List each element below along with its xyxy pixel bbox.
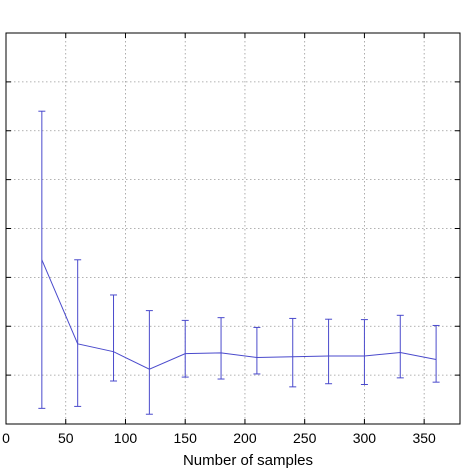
x-axis-label: Number of samples: [183, 452, 313, 469]
x-tick-label: 300: [353, 430, 377, 446]
x-tick-label: 100: [114, 430, 138, 446]
x-tick-labels: 0 50 100 150 200 250 300 350: [2, 430, 436, 446]
grid-lines: [6, 33, 460, 424]
x-tick-label: 250: [293, 430, 317, 446]
x-tick-label: 200: [233, 430, 257, 446]
series-line: [41, 259, 437, 370]
x-tick-label: 350: [412, 430, 436, 446]
x-tick-label: 0: [2, 430, 10, 446]
x-tick-label: 150: [174, 430, 198, 446]
series-layer: [38, 110, 440, 415]
plot-frame: [5, 32, 461, 425]
x-tick-label: 50: [58, 430, 74, 446]
axis-ticks: [5, 33, 460, 424]
